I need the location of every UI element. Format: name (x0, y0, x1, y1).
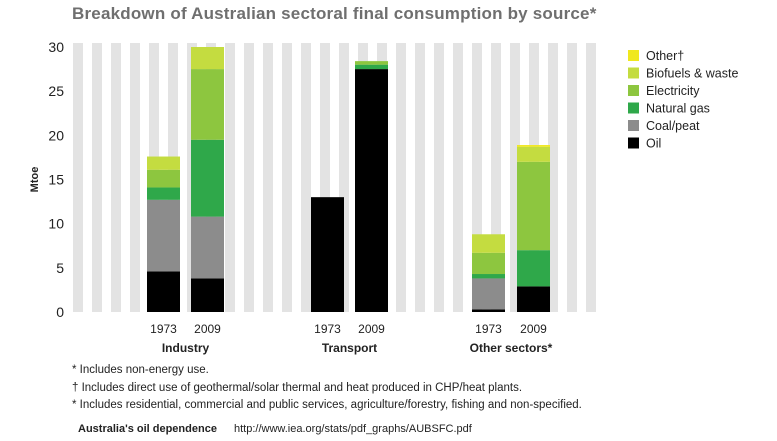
bar-1-1-electricity (355, 61, 388, 65)
legend-swatch-1 (628, 67, 639, 79)
bar-0-0-electricity (147, 169, 180, 188)
footnote-2: † Includes direct use of geothermal/sola… (72, 381, 523, 394)
footnote-1: * Includes non-energy use. (72, 364, 209, 376)
bar-2-0-coal-peat (472, 278, 505, 310)
bar-0-1-coal-peat (191, 216, 224, 279)
legend-swatch-5 (628, 137, 639, 149)
y-tick-label-3: 15 (48, 172, 64, 188)
grid-stripe-11 (282, 43, 292, 312)
x-tick-label-2-0: 1973 (475, 322, 502, 336)
legend-label-5: Oil (646, 137, 661, 151)
bar-2-1-oil (517, 286, 550, 312)
x-tick-label-1-1: 2009 (358, 322, 385, 336)
y-tick-label-1: 5 (56, 260, 64, 276)
legend-swatch-4 (628, 120, 639, 131)
grid-stripe-18 (415, 43, 425, 312)
grid-stripe-27 (586, 43, 596, 312)
grid-stripe-14 (339, 43, 349, 312)
bar-0-0-biofuels-waste (147, 156, 180, 170)
group-label-2: Other sectors* (470, 341, 553, 355)
legend-label-0: Other† (646, 49, 684, 63)
bar-2-1-natural-gas (517, 250, 550, 287)
x-tick-label-0-1: 2009 (194, 322, 221, 336)
group-label-1: Transport (322, 341, 377, 355)
y-axis-label: Mtoe (29, 167, 41, 193)
grid-stripe-20 (453, 43, 463, 312)
bar-1-0-oil (311, 197, 344, 312)
y-tick-label-0: 0 (56, 304, 64, 320)
grid-stripe-8 (225, 43, 235, 312)
grid-stripe-12 (301, 43, 311, 312)
grid-stripe-13 (320, 43, 330, 312)
source-line: Australia's oil dependence http://www.ie… (78, 423, 472, 435)
footnotes: * Includes non-energy use. † Includes di… (72, 362, 582, 415)
bar-1-1-natural-gas (355, 64, 388, 70)
legend-swatch-3 (628, 102, 639, 114)
footnote-3: * Includes residential, commercial and p… (72, 399, 582, 411)
legend-label-3: Natural gas (646, 102, 710, 116)
bar-2-0-natural-gas (472, 274, 505, 279)
source-url[interactable]: http://www.iea.org/stats/pdf_graphs/AUBS… (234, 423, 472, 435)
legend-label-1: Biofuels & waste (646, 67, 738, 81)
y-tick-label-6: 30 (48, 39, 64, 55)
bar-2-0-oil (472, 309, 505, 312)
source-name: Australia's oil dependence (78, 423, 217, 435)
grid-stripe-2 (111, 43, 121, 312)
stacked-bar-chart: 0 5 10 15 20 25 30 Mtoe 1973 2009 Industry 1973 2009… (29, 39, 738, 355)
bar-1-1-oil (355, 69, 388, 312)
chart-title: Breakdown of Australian sectoral final c… (72, 4, 597, 23)
x-tick-label-0-0: 1973 (150, 322, 177, 336)
bar-0-1-oil (191, 278, 224, 312)
grid-stripe-22 (491, 43, 501, 312)
bar-0-0-oil (147, 271, 180, 312)
bar-0-1-electricity (191, 69, 224, 140)
y-tick-label-4: 20 (48, 127, 64, 143)
legend-label-2: Electricity (646, 84, 700, 98)
grid-stripe-21 (472, 43, 482, 312)
grid-stripe-0 (73, 43, 83, 312)
grid-stripe-17 (396, 43, 406, 312)
bar-2-0-electricity (472, 252, 505, 275)
bar-0-1-biofuels-waste (191, 47, 224, 70)
bar-2-0-biofuels-waste (472, 234, 505, 253)
bar-2-1-biofuels-waste (517, 146, 550, 162)
x-tick-label-1-0: 1973 (314, 322, 341, 336)
legend-swatch-2 (628, 85, 639, 96)
legend-swatch-0 (628, 50, 639, 61)
grid-stripe-1 (92, 43, 102, 312)
grid-stripe-26 (567, 43, 577, 312)
grid-stripe-3 (130, 43, 140, 312)
grid-stripe-10 (263, 43, 273, 312)
grid-stripe-25 (548, 43, 558, 312)
grid-stripe-9 (244, 43, 254, 312)
bar-2-1-other- (517, 145, 550, 147)
bar-2-1-electricity (517, 161, 550, 251)
bar-0-0-coal-peat (147, 199, 180, 272)
y-tick-label-2: 10 (48, 216, 64, 232)
legend-label-4: Coal/peat (646, 119, 700, 133)
y-tick-label-5: 25 (48, 83, 64, 99)
group-label-0: Industry (162, 341, 210, 355)
bar-0-1-natural-gas (191, 139, 224, 217)
grid-stripe-23 (510, 43, 520, 312)
grid-stripe-19 (434, 43, 444, 312)
bar-0-0-natural-gas (147, 187, 180, 200)
x-tick-label-2-1: 2009 (520, 322, 547, 336)
